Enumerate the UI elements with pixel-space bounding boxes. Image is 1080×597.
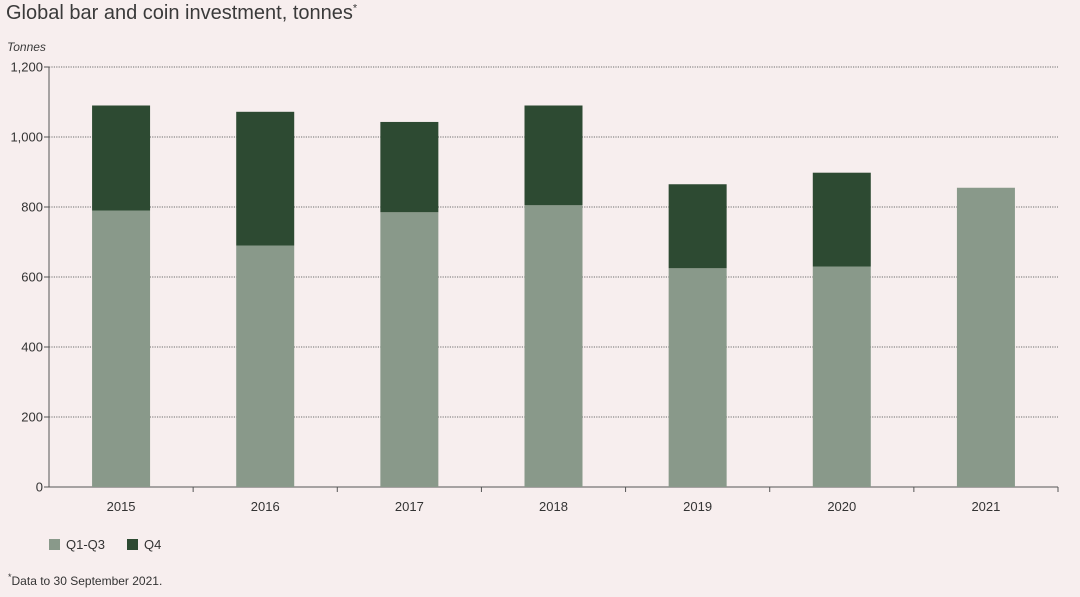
- legend-swatch-q1q3: [49, 539, 60, 550]
- bar-q4-2018: [524, 105, 583, 206]
- footnote-marker: *: [8, 572, 12, 582]
- y-tick-label: 400: [21, 340, 43, 355]
- title-marker: *: [352, 2, 358, 15]
- x-tick-label: 2017: [395, 499, 424, 514]
- x-tick-label: 2018: [539, 499, 568, 514]
- x-tick-label: 2021: [971, 499, 1000, 514]
- x-tick-label: 2019: [683, 499, 712, 514]
- bar-q1q3-2017: [380, 212, 439, 487]
- bar-q1q3-2020: [812, 266, 871, 487]
- bar-q4-2016: [236, 111, 295, 246]
- chart-title: Global bar and coin investment, tonnes*: [6, 2, 358, 24]
- bar-q4-2017: [380, 121, 439, 213]
- y-tick-label: 200: [21, 410, 43, 425]
- legend-swatch-q4: [127, 539, 139, 550]
- bar-q4-2020: [812, 172, 871, 267]
- legend-label-q4: Q4: [144, 537, 162, 552]
- bar-q1q3-2016: [236, 245, 295, 487]
- bar-q4-2019: [668, 184, 727, 269]
- bar-q1q3-2021: [956, 187, 1015, 487]
- x-tick-label: 2015: [107, 499, 136, 514]
- y-tick-label: 1,200: [10, 60, 43, 75]
- x-tick-label: 2020: [827, 499, 856, 514]
- y-tick-label: 1,000: [10, 130, 43, 145]
- y-tick-label: 600: [21, 270, 43, 285]
- bar-q1q3-2019: [668, 268, 727, 487]
- footnote-text: Data to 30 September 2021.: [11, 574, 163, 588]
- legend-item-q4: Q4: [127, 537, 161, 552]
- legend: Q1-Q3 Q4: [49, 537, 183, 552]
- y-tick-label: 0: [36, 480, 43, 495]
- bar-q1q3-2018: [524, 205, 583, 487]
- bar-q4-2015: [92, 105, 151, 211]
- y-tick-label: 800: [21, 200, 43, 215]
- legend-label-q1q3: Q1-Q3: [66, 537, 106, 552]
- legend-item-q1q3: Q1-Q3: [49, 537, 105, 552]
- y-axis-unit-label: Tonnes: [7, 40, 46, 54]
- bar-q1q3-2015: [92, 210, 151, 487]
- footnote: *Data to 30 September 2021.: [8, 572, 162, 588]
- x-tick-label: 2016: [251, 499, 280, 514]
